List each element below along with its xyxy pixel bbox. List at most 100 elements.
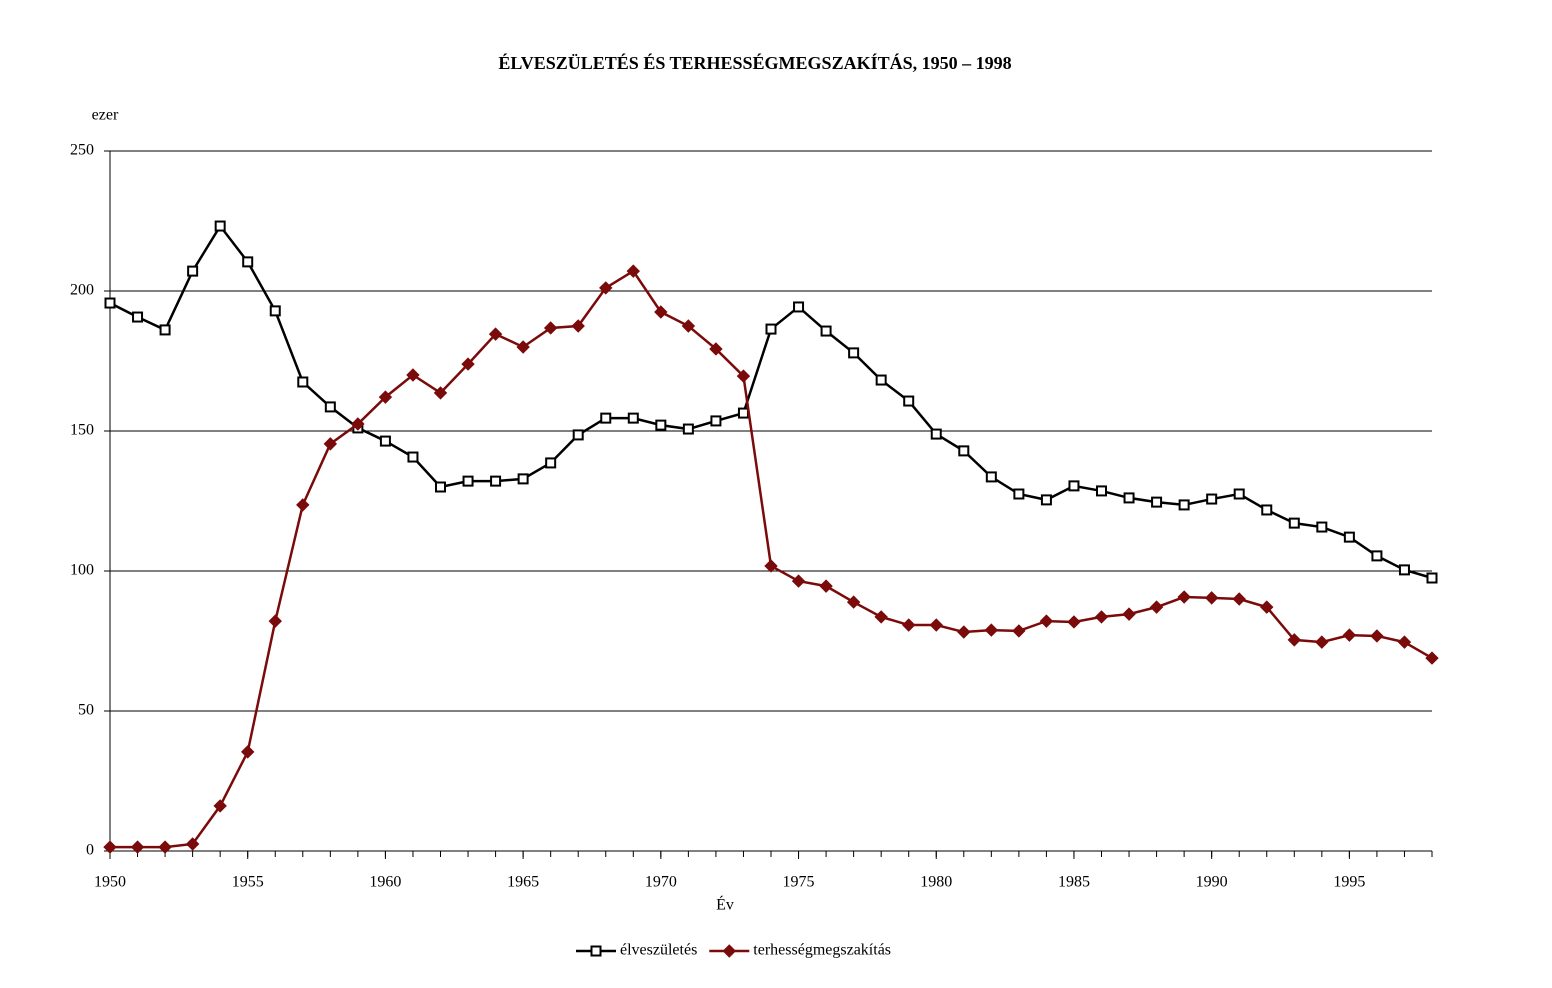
point — [1232, 592, 1246, 606]
point — [709, 342, 723, 356]
x-tick-label: 1965 — [507, 874, 539, 891]
point — [1425, 651, 1439, 665]
point — [1151, 496, 1163, 508]
point — [1039, 614, 1054, 628]
point — [490, 475, 502, 487]
point — [681, 319, 696, 333]
legend-label: terhességmegszakítás — [753, 942, 891, 959]
y-tick-label: 100 — [70, 562, 94, 579]
point — [1398, 564, 1410, 576]
point — [957, 625, 971, 639]
point — [269, 305, 281, 317]
point — [488, 327, 503, 341]
point — [1122, 607, 1136, 621]
y-axis-label: ezer — [92, 107, 119, 124]
point — [187, 265, 199, 277]
x-tick-label: 1975 — [783, 874, 815, 891]
point — [132, 311, 144, 323]
point — [627, 412, 639, 424]
point — [848, 347, 860, 359]
point — [791, 574, 806, 588]
series-line — [109, 223, 1433, 580]
x-tick-label: 1970 — [645, 874, 677, 891]
legend-marker — [590, 945, 602, 957]
point — [433, 386, 448, 400]
point — [1012, 624, 1026, 638]
point — [407, 451, 419, 463]
point — [297, 376, 309, 388]
point — [1178, 499, 1190, 511]
point — [654, 305, 668, 319]
x-axis-label: Év — [716, 895, 734, 914]
point — [1149, 600, 1164, 614]
point — [435, 481, 446, 493]
point — [185, 837, 200, 851]
chart-title: ÉLVESZÜLETÉS ÉS TERHESSÉGMEGSZAKÍTÁS, 19… — [498, 52, 1011, 73]
series-line — [110, 269, 1433, 849]
point — [1287, 633, 1301, 647]
point — [655, 419, 667, 431]
point — [1260, 600, 1274, 614]
point — [737, 407, 749, 419]
point — [1288, 517, 1300, 529]
point — [1068, 480, 1080, 492]
point — [874, 610, 888, 624]
point — [213, 799, 227, 813]
point — [1123, 492, 1135, 504]
x-tick-label: 1980 — [920, 874, 952, 891]
point — [1040, 494, 1052, 506]
point — [1261, 504, 1273, 516]
point — [1233, 488, 1245, 500]
point — [1094, 610, 1109, 624]
point — [1426, 572, 1438, 584]
point — [600, 412, 612, 424]
point — [682, 423, 694, 435]
point — [1204, 591, 1219, 605]
point — [846, 595, 861, 609]
point — [1067, 615, 1081, 629]
y-tick-label: 150 — [70, 422, 94, 439]
point — [1371, 550, 1383, 562]
point — [323, 437, 338, 451]
point — [462, 475, 474, 487]
point — [571, 319, 585, 333]
point — [1343, 531, 1355, 543]
point — [241, 745, 255, 759]
point — [103, 840, 117, 854]
point — [1315, 635, 1329, 649]
x-tick-label: 1985 — [1058, 874, 1090, 891]
point — [572, 429, 584, 441]
x-tick-label: 1995 — [1333, 874, 1365, 891]
point — [517, 473, 529, 485]
y-tick-label: 0 — [86, 842, 94, 859]
point — [930, 428, 942, 440]
point — [958, 445, 970, 457]
point — [765, 323, 777, 335]
legend-label: élveszületés — [620, 942, 697, 959]
point — [599, 281, 613, 295]
point — [158, 840, 172, 854]
point — [764, 559, 778, 573]
point — [516, 340, 530, 354]
point — [104, 297, 116, 309]
point — [903, 395, 915, 407]
point — [793, 301, 805, 313]
point — [461, 357, 475, 371]
point — [626, 264, 640, 278]
point — [545, 457, 557, 469]
point — [819, 579, 833, 593]
point — [710, 415, 722, 427]
point — [1316, 521, 1328, 533]
point — [214, 220, 226, 232]
y-tick-label: 200 — [70, 282, 94, 299]
point — [1397, 635, 1412, 649]
x-tick-label: 1950 — [94, 874, 126, 891]
point — [242, 256, 254, 268]
point — [1206, 493, 1218, 505]
legend-marker — [722, 944, 737, 958]
point — [985, 471, 997, 483]
point — [1342, 628, 1357, 642]
point — [902, 618, 916, 632]
y-tick-label: 50 — [78, 702, 94, 719]
